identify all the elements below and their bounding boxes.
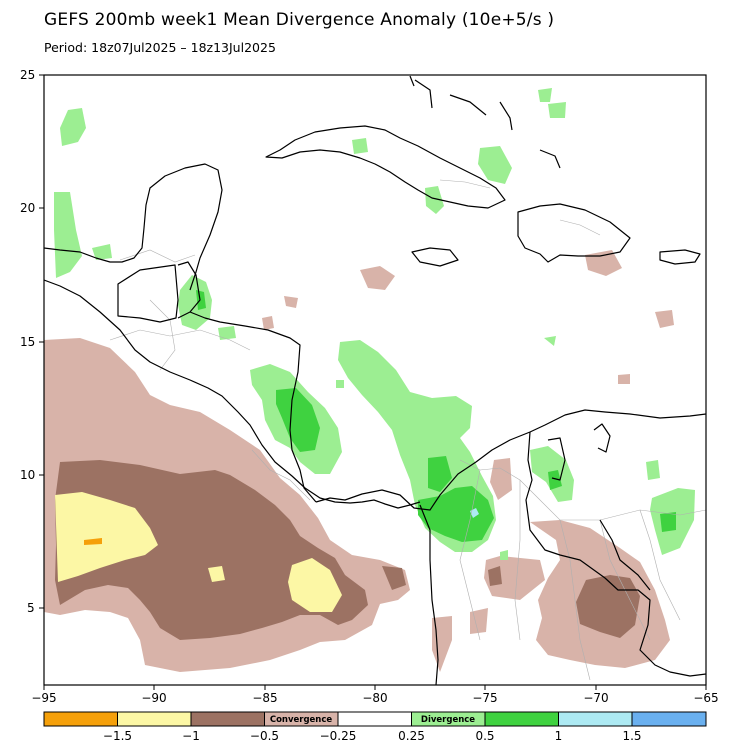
longitude-labels: −95 −90 −85 −80 −75 −70 −65 [31,691,718,705]
lon-label: −85 [252,691,277,705]
map-plot-area [44,75,706,685]
colorbar-tick-label: −1 [182,729,200,743]
lon-label: −70 [583,691,608,705]
colorbar-bin [190,711,265,727]
divergence-label: Divergence [421,715,475,725]
lon-label: −80 [362,691,387,705]
lat-label: 10 [20,468,35,482]
colorbar: Convergence Divergence −1.5 −1 −0.5 −0.2… [43,711,707,743]
latitude-labels: 25 20 15 10 5 [20,68,35,615]
lon-label: −95 [31,691,56,705]
very-strong-convergence-regions [55,492,342,612]
colorbar-tick-label: −0.25 [320,729,357,743]
colorbar-bin [558,711,633,727]
chart-title: GEFS 200mb week1 Mean Divergence Anomaly… [44,10,555,30]
colorbar-bin [337,711,412,727]
lon-label: −75 [472,691,497,705]
internal-borders [109,179,706,681]
colorbar-bin [484,711,559,727]
lat-label: 20 [20,201,35,215]
period-subtitle: Period: 18z07Jul2025 – 18z13Jul2025 [44,40,276,55]
colorbar-bin [631,711,707,727]
colorbar-tick-label: 1 [555,729,563,743]
colorbar-tick-label: 0.25 [398,729,425,743]
strong-convergence-regions [55,460,640,640]
colorbar-tick-label: 1.5 [622,729,641,743]
lon-label: −90 [141,691,166,705]
colorbar-tick-label: 0.5 [475,729,494,743]
extreme-convergence-region [84,538,102,545]
colorbar-tick-label: −1.5 [103,729,132,743]
lat-label: 15 [20,335,35,349]
convergence-label: Convergence [270,715,333,725]
colorbar-bin [117,711,192,727]
lon-label: −65 [693,691,718,705]
axis-ticks [39,74,707,690]
lat-label: 5 [27,601,35,615]
lat-label: 25 [20,68,35,82]
coastlines [44,75,706,685]
colorbar-bin [43,711,118,727]
strong-divergence-spot [470,508,479,518]
colorbar-tick-label: −0.5 [250,729,279,743]
